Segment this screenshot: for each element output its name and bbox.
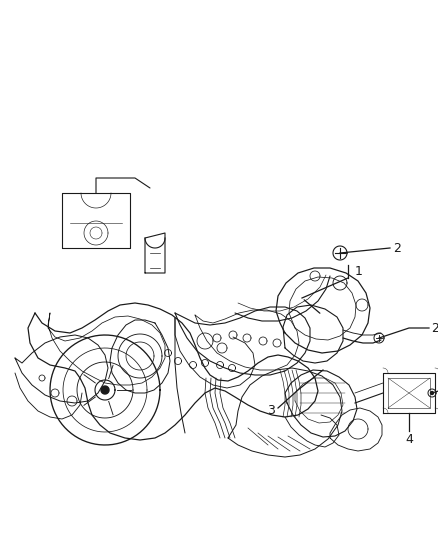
Text: 1: 1 [355,265,363,278]
Text: 4: 4 [405,433,413,446]
Text: 3: 3 [267,403,275,416]
Text: 2: 2 [393,241,401,254]
Text: 2: 2 [431,321,438,335]
Polygon shape [431,392,434,394]
Polygon shape [101,386,109,394]
